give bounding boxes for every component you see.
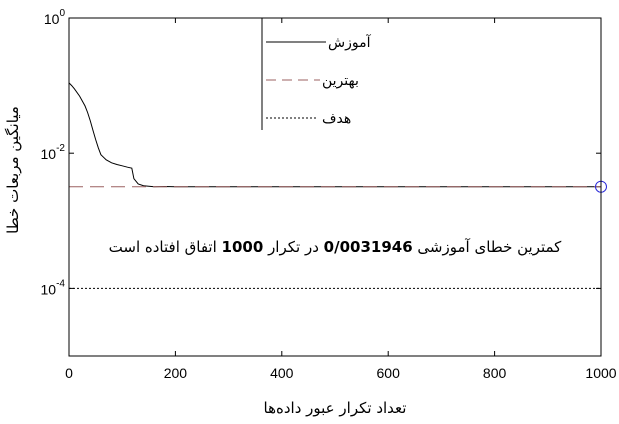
annotation-part-1: کمترین خطای آموزشی <box>413 238 563 256</box>
annotation-part-3: در تکرار <box>263 238 323 256</box>
y-tick-label: 100 <box>44 8 66 27</box>
plot-frame <box>68 17 602 357</box>
annotation-value-epoch: 1000 <box>222 238 264 256</box>
legend-label-goal: هدف <box>322 111 351 127</box>
legend-label-best: بهترین <box>322 73 359 89</box>
annotation-part-5: اتفاق افتاده است <box>109 238 222 256</box>
x-tick-label: 0 <box>65 365 73 381</box>
y-tick-label: 10-2 <box>41 143 66 162</box>
x-tick-label: 200 <box>164 365 188 381</box>
y-tick-label: 10-4 <box>41 278 66 297</box>
x-tick-label: 600 <box>377 365 401 381</box>
ticks-layer: 0 200 400 600 800 1000 100 10-2 10-4 <box>41 8 617 381</box>
x-tick-label: 800 <box>483 365 507 381</box>
x-axis-title: تعداد تکرار عبور داده‌ها <box>264 399 407 417</box>
y-axis-title: میانگین مربعات خطا <box>4 106 22 234</box>
series-layer <box>68 82 607 289</box>
legend-label-training: آموزش <box>328 34 372 51</box>
legend: آموزش بهترین هدف <box>261 18 372 130</box>
x-tick-label: 400 <box>270 365 294 381</box>
annotation-value-error: 0/0031946 <box>324 238 413 256</box>
x-tick-label: 1000 <box>585 365 616 381</box>
min-error-annotation: کمترین خطای آموزشی 0/0031946 در تکرار 10… <box>109 238 563 256</box>
